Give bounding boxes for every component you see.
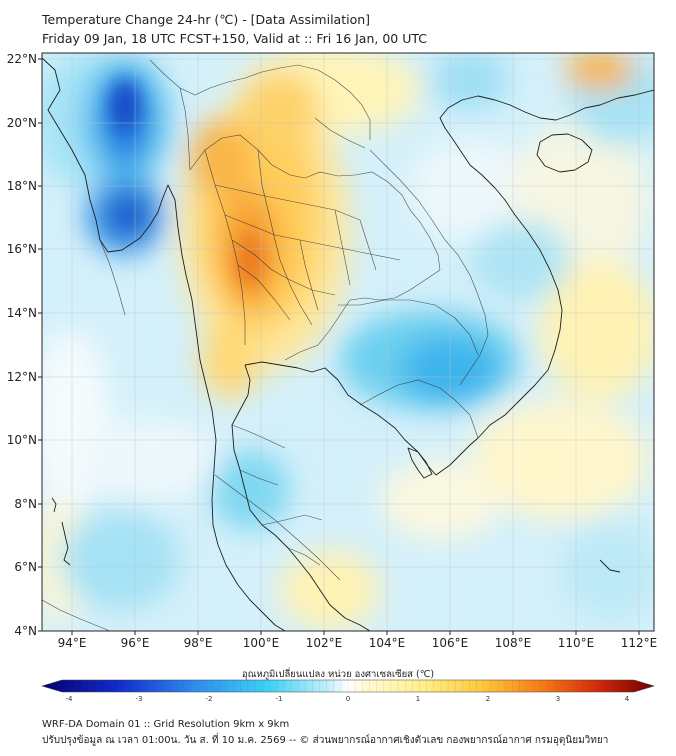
cb-tick--4: -4 xyxy=(66,695,74,703)
colorbar xyxy=(40,679,656,693)
footer-update-info: ปรับปรุงข้อมูล ณ เวลา 01:00น. วัน ส. ที่… xyxy=(42,735,609,746)
footer-domain-info: WRF-DA Domain 01 :: Grid Resolution 9km … xyxy=(42,719,290,730)
cb-tick--1: -1 xyxy=(276,695,283,703)
grid-lines xyxy=(42,53,654,631)
lat-label-14: 14°N xyxy=(7,306,37,320)
lat-label-8: 8°N xyxy=(14,497,37,511)
cb-tick-1: 1 xyxy=(416,695,420,703)
cb-tick--2: -2 xyxy=(206,695,213,703)
lon-label-98: 98°E xyxy=(184,636,213,650)
cb-tick--3: -3 xyxy=(136,695,143,703)
lat-label-16: 16°N xyxy=(7,242,37,256)
cb-tick-3: 3 xyxy=(556,695,560,703)
lon-label-112: 112°E xyxy=(621,636,658,650)
lon-label-94: 94°E xyxy=(58,636,87,650)
cb-tick-0: 0 xyxy=(346,695,350,703)
map-title: Temperature Change 24-hr (℃) - [Data Ass… xyxy=(42,12,371,27)
lon-label-104: 104°E xyxy=(369,636,406,650)
lon-label-96: 96°E xyxy=(121,636,150,650)
temperature-field xyxy=(42,53,654,631)
cb-tick-2: 2 xyxy=(486,695,490,703)
map-frame xyxy=(41,52,655,632)
lat-label-4: 4°N xyxy=(14,624,37,638)
lat-label-10: 10°N xyxy=(7,433,37,447)
lon-label-100: 100°E xyxy=(243,636,280,650)
borders xyxy=(42,59,489,631)
cb-tick-4: 4 xyxy=(625,695,630,703)
map-subtitle: Friday 09 Jan, 18 UTC FCST+150, Valid at… xyxy=(42,31,427,46)
lon-label-106: 106°E xyxy=(432,636,469,650)
lat-label-22: 22°N xyxy=(7,52,37,66)
lat-label-20: 20°N xyxy=(7,116,37,130)
lon-label-110: 110°E xyxy=(558,636,595,650)
lat-label-6: 6°N xyxy=(14,560,37,574)
colorbar-title: อุณหภูมิเปลี่ยนแปลง หน่วย องศาเซลเซียส (… xyxy=(241,669,435,680)
lat-label-18: 18°N xyxy=(7,179,37,193)
lon-label-108: 108°E xyxy=(495,636,532,650)
lat-label-12: 12°N xyxy=(7,370,37,384)
lon-label-102: 102°E xyxy=(306,636,343,650)
